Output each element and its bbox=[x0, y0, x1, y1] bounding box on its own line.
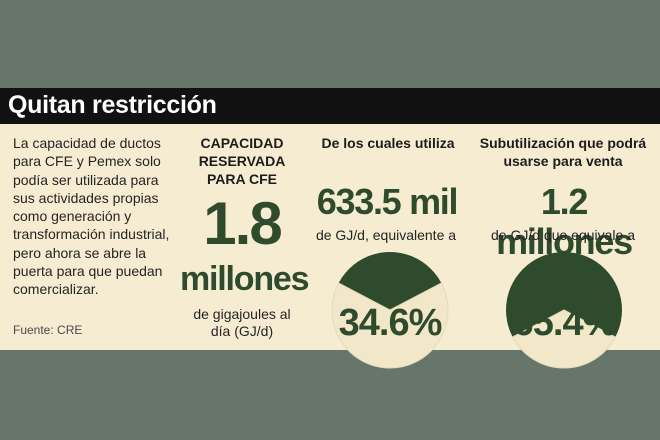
used-caption: de GJ/d, equivalente a bbox=[315, 227, 457, 243]
title-bar: Quitan restricción bbox=[0, 88, 660, 124]
page-title: Quitan restricción bbox=[8, 91, 217, 119]
used-heading: De los cuales utiliza bbox=[321, 135, 455, 151]
used-amount: 633.5 mil bbox=[316, 181, 459, 222]
infographic-panel: La capacidad de ductos para CFE y Pemex … bbox=[0, 124, 660, 369]
capacity-heading: CAPACIDAD RESERVADA PARA CFE bbox=[198, 135, 286, 187]
underused-pie-chart bbox=[506, 252, 622, 369]
used-pie-slice-remainder bbox=[331, 282, 449, 369]
intro-text: La capacidad de ductos para CFE y Pemex … bbox=[13, 135, 170, 298]
underused-percent: 65.4% bbox=[512, 302, 617, 344]
underused-heading: Subutilización que podrá usarse para ven… bbox=[479, 135, 647, 169]
source-note: Fuente: CRE bbox=[13, 323, 83, 337]
capacity-unit: millones bbox=[180, 260, 310, 298]
underused-pie-slice-remainder bbox=[511, 309, 617, 369]
used-percent: 34.6% bbox=[338, 302, 443, 344]
used-pie-chart bbox=[331, 252, 449, 369]
underused-caption: de GJ/d que equivale a bbox=[491, 227, 635, 243]
capacity-caption: de gigajoules al día (GJ/d) bbox=[193, 306, 291, 339]
capacity-number: 1.8 bbox=[203, 190, 282, 257]
